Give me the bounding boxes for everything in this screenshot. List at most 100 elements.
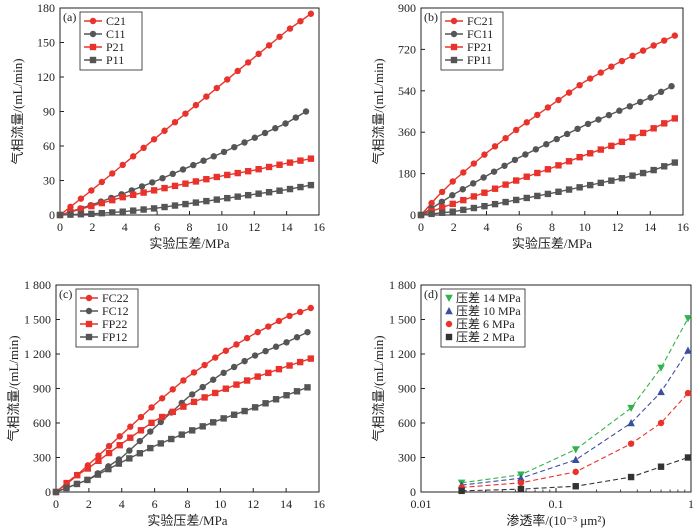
chart-panel-1: 0 2 4 6 8 10 12 14 16 0 30 60 90 120 150 180 实验压差/MPa 气相流… (10, 1, 325, 251)
data-point (532, 146, 540, 153)
data-point (555, 162, 562, 169)
data-point (597, 69, 604, 76)
data-point (210, 153, 217, 160)
data-point (244, 191, 252, 199)
data-point (95, 457, 102, 465)
legend-marker (85, 333, 93, 341)
y-tick-label: 120 (37, 70, 55, 84)
y-tick-label: 90 (43, 105, 55, 119)
data-point (512, 196, 520, 204)
data-point (171, 182, 179, 190)
data-point (201, 394, 208, 401)
data-point (629, 52, 636, 60)
data-point (276, 33, 283, 40)
x-tick-label: 0 (53, 497, 59, 511)
data-point (576, 184, 583, 191)
data-point (544, 190, 552, 198)
data-point (116, 433, 123, 440)
data-point (501, 162, 508, 169)
data-point (491, 185, 499, 192)
series-1 (56, 10, 315, 219)
data-point (282, 120, 289, 127)
data-point (190, 369, 198, 376)
panel-label: (b) (424, 10, 438, 24)
data-point (307, 155, 315, 162)
x-tick-label: 6 (152, 497, 158, 511)
data-point (438, 209, 446, 216)
data-point (119, 208, 126, 215)
data-point (668, 83, 675, 90)
data-point (587, 150, 594, 157)
data-point (275, 317, 283, 325)
x-tick-label: 6 (516, 220, 522, 234)
data-point (63, 479, 70, 487)
data-point (129, 191, 137, 199)
legend-label: FC12 (102, 304, 129, 318)
legend-marker (450, 43, 458, 51)
series-3 (417, 115, 679, 219)
data-point (98, 209, 106, 217)
y-tick-label: 1 500 (24, 313, 51, 327)
data-point (639, 129, 647, 137)
data-point (138, 183, 146, 190)
data-point (296, 308, 304, 316)
data-point (297, 183, 304, 191)
data-point (571, 455, 580, 463)
x-tick-label: 10 (216, 220, 228, 234)
data-point (116, 442, 123, 449)
legend-label: C11 (106, 27, 126, 41)
x-tick-label: 2 (86, 497, 92, 511)
data-point (254, 328, 261, 336)
data-point (254, 373, 261, 380)
y-tick-label: 0 (49, 208, 55, 222)
x-tick-label: 8 (549, 220, 555, 234)
y-tick-label: 900 (398, 382, 416, 396)
data-point (201, 361, 208, 369)
data-point (213, 84, 221, 92)
legend-box (440, 288, 526, 348)
y-tick-label: 600 (33, 416, 51, 430)
data-point (109, 196, 116, 204)
x-tick-label: 4 (484, 220, 490, 234)
data-point (182, 180, 189, 187)
data-point (534, 111, 541, 119)
data-point (555, 188, 562, 195)
data-point (671, 32, 679, 39)
data-point (616, 107, 623, 114)
y-tick-label: 900 (398, 1, 416, 15)
data-point (657, 463, 665, 470)
data-point (639, 169, 647, 177)
chart-panel-3: 0 2 4 6 8 10 12 14 16 0 300 600 900 1 200 1 500 1 800 实验… (6, 278, 325, 528)
y-tick-label: 1 200 (389, 347, 416, 361)
data-point (650, 166, 657, 174)
data-point (180, 377, 187, 384)
data-point (150, 187, 158, 194)
y-tick-label: 300 (33, 451, 51, 465)
data-point (650, 125, 657, 132)
data-point (171, 118, 179, 126)
data-point (618, 138, 626, 146)
data-point (597, 179, 604, 187)
data-point (136, 437, 144, 445)
data-point (137, 413, 145, 421)
legend-marker (85, 294, 93, 302)
data-point (203, 197, 210, 205)
data-point (469, 180, 477, 187)
data-point (438, 204, 446, 211)
data-point (161, 184, 168, 192)
data-point (458, 487, 465, 495)
data-point (302, 108, 310, 115)
data-point (449, 200, 456, 208)
data-point (241, 407, 248, 415)
data-point (98, 178, 106, 186)
data-point (307, 10, 315, 17)
data-point (618, 57, 626, 65)
data-point (449, 208, 456, 215)
data-point (460, 169, 467, 176)
data-point (189, 391, 196, 398)
data-point (657, 364, 665, 372)
data-point (212, 354, 219, 361)
data-point (627, 440, 635, 447)
data-point (587, 75, 594, 82)
